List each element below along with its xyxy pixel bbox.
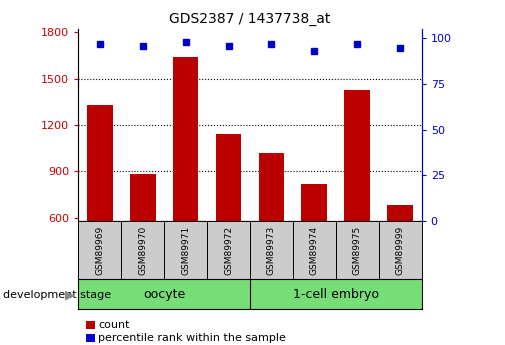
Text: oocyte: oocyte bbox=[143, 288, 185, 300]
Title: GDS2387 / 1437738_at: GDS2387 / 1437738_at bbox=[169, 11, 331, 26]
Text: GSM89970: GSM89970 bbox=[138, 226, 147, 275]
Text: development stage: development stage bbox=[3, 290, 111, 300]
Text: count: count bbox=[98, 321, 130, 330]
Bar bbox=[344, 90, 370, 221]
Text: GSM89973: GSM89973 bbox=[267, 226, 276, 275]
Text: 1-cell embryo: 1-cell embryo bbox=[293, 288, 379, 300]
Text: GSM89972: GSM89972 bbox=[224, 226, 233, 275]
Text: GSM89971: GSM89971 bbox=[181, 226, 190, 275]
Bar bbox=[216, 134, 241, 221]
Bar bbox=[173, 57, 198, 221]
Text: GSM89975: GSM89975 bbox=[353, 226, 362, 275]
Bar bbox=[259, 153, 284, 221]
Text: GSM89974: GSM89974 bbox=[310, 226, 319, 275]
Bar bbox=[87, 105, 113, 221]
Bar bbox=[130, 175, 156, 221]
Text: GSM89969: GSM89969 bbox=[95, 226, 104, 275]
Text: percentile rank within the sample: percentile rank within the sample bbox=[98, 333, 286, 343]
Text: ▶: ▶ bbox=[65, 288, 75, 302]
Bar bbox=[301, 184, 327, 221]
Bar bbox=[387, 205, 413, 221]
Text: GSM89999: GSM89999 bbox=[396, 226, 405, 275]
